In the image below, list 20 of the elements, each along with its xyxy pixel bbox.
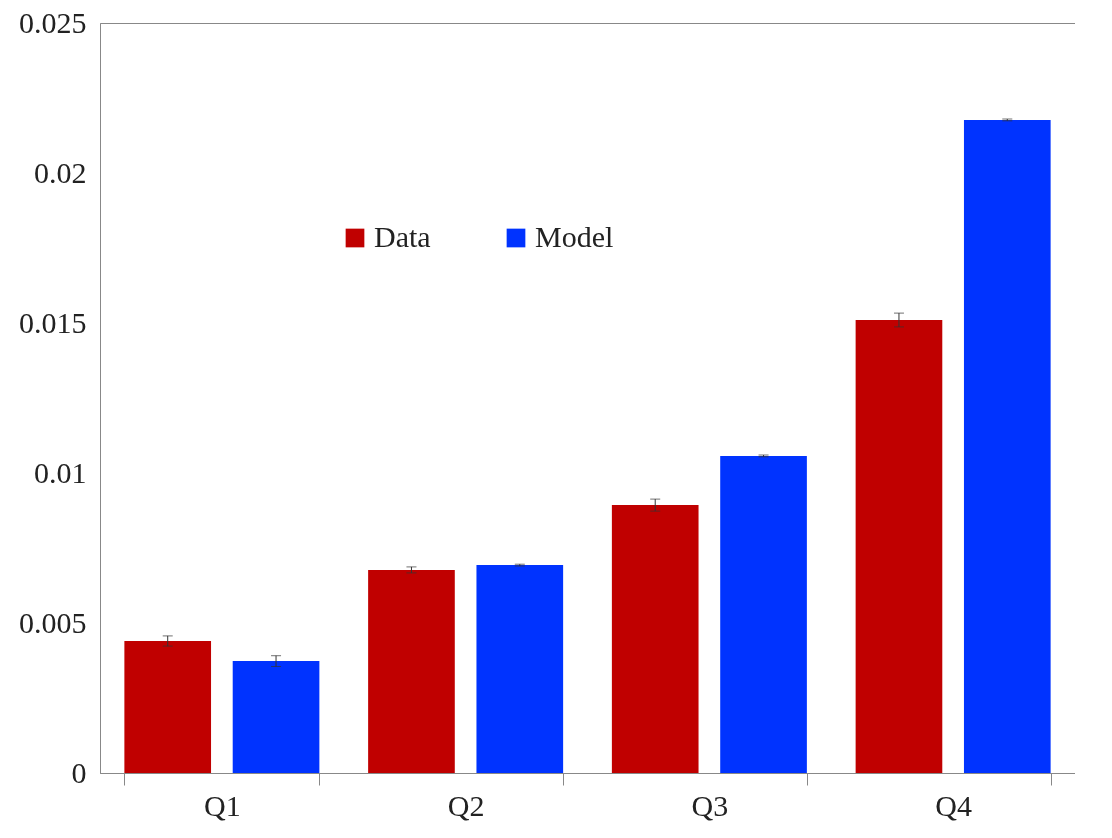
bar [476,565,564,773]
y-tick-label: 0.025 [19,5,87,39]
x-tick-label: Q3 [691,788,729,822]
x-tick-label: Q2 [447,788,485,822]
bar [963,119,1051,773]
bar [611,505,699,773]
bar [855,320,943,773]
y-tick-label: 0.01 [34,455,87,489]
legend-label: Model [535,220,614,253]
y-tick-label: 0 [71,755,87,789]
bar [124,641,212,773]
x-tick-label: Q1 [204,788,241,822]
y-tick-label: 0.005 [19,605,87,639]
y-tick-label: 0.015 [19,305,87,339]
bar [368,569,455,773]
y-tick-label: 0.02 [34,155,87,189]
x-tick-label: Q4 [935,788,972,822]
bar [720,455,807,773]
bar [232,661,320,773]
legend-label: Data [374,220,431,253]
